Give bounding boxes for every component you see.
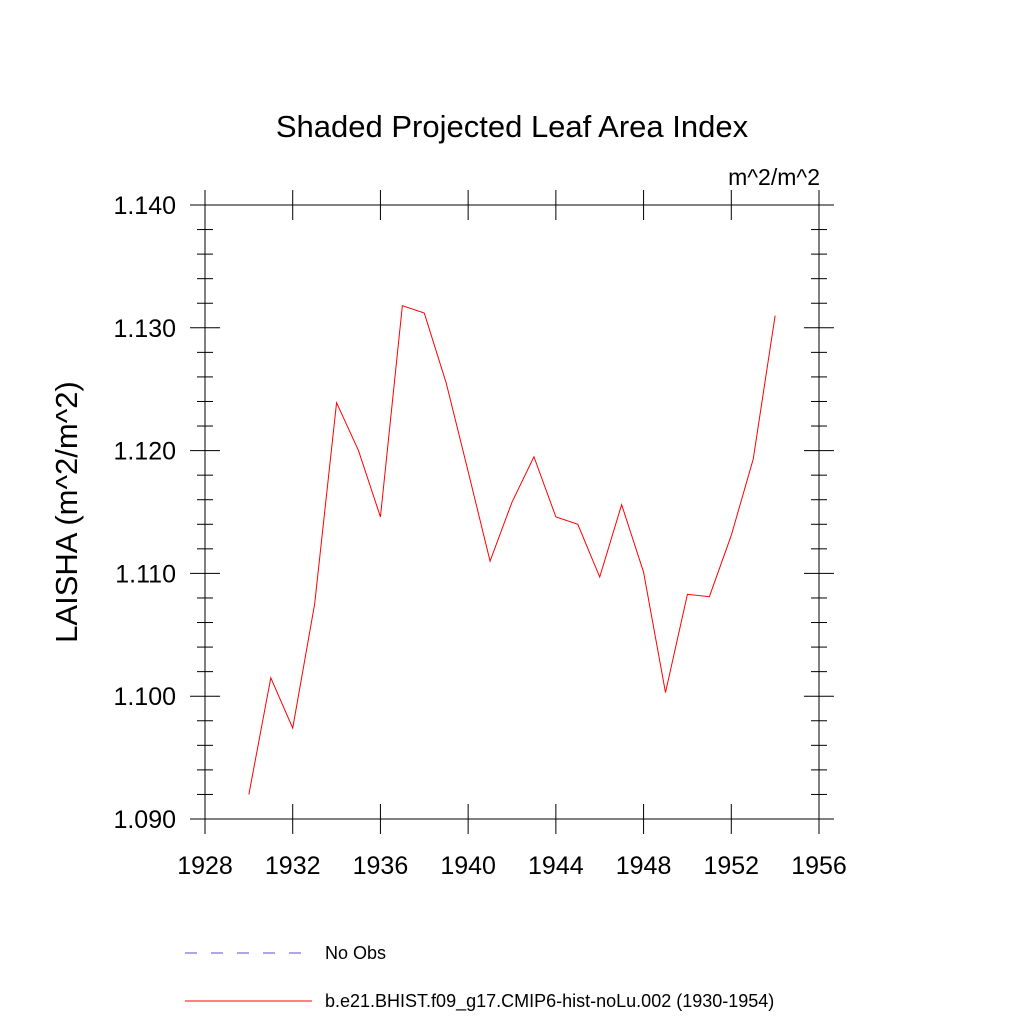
y-tick-label: 1.130: [113, 315, 176, 343]
chart-title: Shaded Projected Leaf Area Index: [276, 109, 749, 144]
x-tick-label: 1936: [353, 852, 409, 880]
units-label: m^2/m^2: [728, 164, 820, 190]
y-tick-label: 1.100: [113, 683, 176, 711]
x-tick-label: 1928: [177, 852, 233, 880]
y-tick-label: 1.090: [113, 806, 176, 834]
x-tick-label: 1932: [265, 852, 321, 880]
legend: No Obs b.e21.BHIST.f09_g17.CMIP6-hist-no…: [185, 943, 774, 1012]
x-tick-label: 1940: [440, 852, 496, 880]
y-axis-tick-labels: 1.090 1.100 1.110 1.120 1.130 1.140: [113, 192, 176, 834]
y-tick-label: 1.140: [113, 192, 176, 220]
x-tick-label: 1944: [528, 852, 584, 880]
series-layer: [248, 305, 776, 795]
x-tick-label: 1952: [703, 852, 759, 880]
plot-frame: [204, 204, 820, 820]
legend-label-no-obs: No Obs: [325, 943, 386, 963]
y-tick-label: 1.120: [113, 438, 176, 466]
y-tick-label: 1.110: [115, 560, 176, 588]
x-tick-label: 1948: [616, 852, 672, 880]
y-axis-label: LAISHA (m^2/m^2): [49, 381, 84, 643]
x-tick-label: 1956: [791, 852, 847, 880]
series-line: [248, 305, 776, 795]
axis-ticks: [190, 190, 834, 834]
legend-label-series: b.e21.BHIST.f09_g17.CMIP6-hist-noLu.002 …: [325, 991, 774, 1012]
x-axis-tick-labels: 1928 1932 1936 1940 1944 1948 1952 1956: [177, 852, 847, 880]
